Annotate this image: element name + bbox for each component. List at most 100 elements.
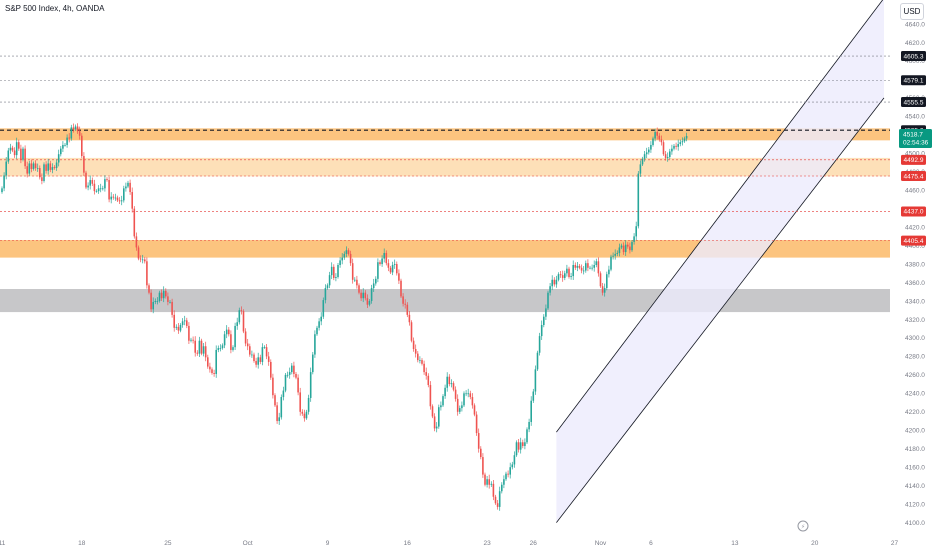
candle-body xyxy=(480,448,482,458)
candle-body xyxy=(116,197,119,201)
candle-body xyxy=(66,137,68,145)
candle-body xyxy=(551,279,553,287)
candle-body xyxy=(450,383,453,385)
candle-body xyxy=(566,268,568,274)
candle-body xyxy=(320,316,322,322)
candle-body xyxy=(486,479,488,485)
candle-body xyxy=(669,151,671,157)
candle-body xyxy=(202,346,205,354)
candle-body xyxy=(574,265,577,268)
candle-body xyxy=(207,357,209,367)
candle-body xyxy=(461,405,463,409)
candle-body xyxy=(146,261,148,286)
candle-body xyxy=(396,264,398,274)
level-price-text: 4405.4 xyxy=(904,238,924,245)
channel-lower-line[interactable] xyxy=(556,97,885,523)
candle-body xyxy=(417,353,419,361)
candle-body xyxy=(414,349,417,354)
candle-body xyxy=(370,288,373,302)
channel-layer[interactable] xyxy=(556,0,885,523)
candle-body xyxy=(654,132,656,139)
price-tick-label: 4260.0 xyxy=(905,372,925,379)
price-tick-label: 4240.0 xyxy=(905,391,925,398)
price-axis-bg xyxy=(890,0,932,550)
candle-body xyxy=(22,148,24,160)
candle-body xyxy=(68,137,70,139)
candle-body xyxy=(26,166,28,174)
candle-body xyxy=(251,354,253,356)
candle-body xyxy=(368,301,371,305)
candle-body xyxy=(585,263,587,271)
candle-body xyxy=(582,270,585,272)
candle-body xyxy=(337,265,339,278)
candle-body xyxy=(440,405,442,408)
candle-body xyxy=(484,474,486,485)
time-axis[interactable]: 11 18 25 Oct 9 16 23 26 Nov 6 13 20 27 xyxy=(0,531,932,550)
candle-body xyxy=(204,346,207,358)
candle-body xyxy=(671,148,673,152)
candle-body xyxy=(186,320,188,326)
candle-body xyxy=(32,163,35,169)
candle-body xyxy=(43,164,45,181)
candle-body xyxy=(597,261,600,274)
candle-body xyxy=(391,265,394,273)
levels-layer xyxy=(0,55,890,241)
candle-body xyxy=(328,275,331,286)
candle-body xyxy=(93,183,96,192)
candle-body xyxy=(11,147,14,151)
price-tick-label: 4160.0 xyxy=(905,465,925,472)
candle-body xyxy=(496,503,499,507)
candle-body xyxy=(425,372,427,376)
candle-body xyxy=(83,156,85,173)
candle-body xyxy=(60,148,62,155)
candle-body xyxy=(87,185,89,188)
candle-body xyxy=(354,279,356,281)
candle-body xyxy=(234,325,236,348)
candle-body xyxy=(351,263,354,280)
candle-body xyxy=(194,340,196,353)
candle-body xyxy=(110,196,112,200)
price-tick-label: 4140.0 xyxy=(905,483,925,490)
time-tick-label: 13 xyxy=(731,540,739,547)
candle-body xyxy=(442,396,444,406)
candle-body xyxy=(475,414,478,434)
candle-body xyxy=(339,260,341,265)
candle-body xyxy=(356,279,358,286)
candle-body xyxy=(358,285,360,293)
candle-body xyxy=(677,144,679,147)
price-axis[interactable]: 4100.0 4120.0 4140.0 4160.0 4180.0 4200.0 4220… xyxy=(890,0,932,550)
candle-body xyxy=(576,265,579,268)
candle-body xyxy=(431,406,434,417)
price-tick-label: 4280.0 xyxy=(905,354,925,361)
candle-body xyxy=(662,142,665,155)
candle-body xyxy=(589,267,591,269)
currency-button[interactable]: USD xyxy=(900,3,924,20)
candle-body xyxy=(152,301,154,310)
candle-body xyxy=(561,275,564,278)
candle-body xyxy=(494,496,497,504)
candle-body xyxy=(412,340,415,350)
candle-body xyxy=(627,244,629,247)
candle-body xyxy=(620,245,623,248)
candle-body xyxy=(343,253,346,258)
channel-upper-line[interactable] xyxy=(556,0,884,433)
candle-body xyxy=(639,164,642,174)
zone-rect xyxy=(0,289,890,313)
price-tick-label: 4360.0 xyxy=(905,280,925,287)
candle-body xyxy=(519,442,522,450)
candle-body xyxy=(438,407,440,427)
price-tick-label: 4460.0 xyxy=(905,188,925,195)
candle-body xyxy=(467,393,469,395)
time-axis-bg xyxy=(0,531,932,550)
time-tick-label: 20 xyxy=(811,540,819,547)
candle-body xyxy=(633,236,635,242)
candle-body xyxy=(402,296,404,304)
price-tick-label: 4300.0 xyxy=(905,335,925,342)
candle-body xyxy=(137,247,140,259)
level-price-tag xyxy=(901,51,926,62)
candle-body xyxy=(89,180,91,186)
candle-body xyxy=(622,245,625,253)
candle-body xyxy=(171,301,173,315)
candle-body xyxy=(76,126,79,132)
